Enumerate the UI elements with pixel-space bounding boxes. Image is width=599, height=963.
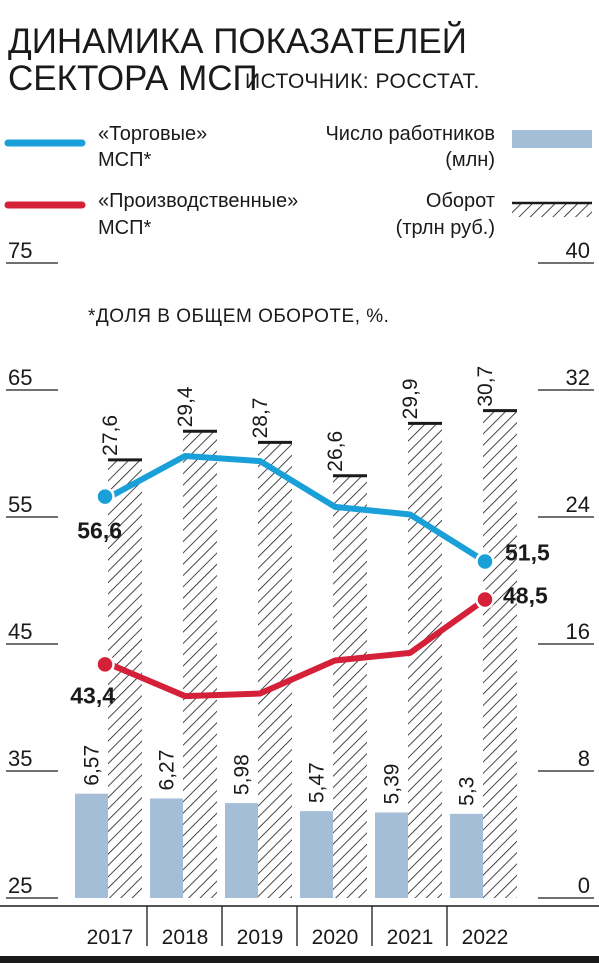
footnote: *ДОЛЯ В ОБЩЕМ ОБОРОТЕ, %. — [88, 306, 389, 327]
right-tick-label: 40 — [566, 238, 590, 263]
legend-turnover-line-2: (трлн руб.) — [396, 217, 495, 239]
legend-trade-line-1: «Торговые» — [98, 123, 207, 145]
right-tick-label: 16 — [566, 619, 590, 644]
turnover-bar — [183, 431, 217, 898]
workers-bar-label: 6,27 — [156, 750, 179, 791]
turnover-bar-label: 30,7 — [474, 366, 497, 407]
turnover-bar — [333, 475, 367, 898]
workers-bar — [450, 813, 483, 898]
right-tick-label: 8 — [578, 746, 590, 771]
production-point — [95, 654, 115, 675]
chart-title-line-2: СЕКТОРА МСП — [8, 59, 258, 98]
turnover-bar-label: 29,4 — [174, 386, 197, 427]
workers-bar — [375, 812, 408, 898]
workers-bar-label: 5,98 — [231, 754, 254, 795]
production-start-label: 43,4 — [70, 682, 115, 708]
production-point — [475, 589, 495, 610]
legend-production-line-2: МСП* — [98, 217, 151, 239]
turnover-bar — [408, 423, 442, 898]
year-label: 2018 — [162, 926, 209, 949]
trade-end-label: 51,5 — [505, 539, 550, 565]
workers-bar-label: 6,57 — [81, 745, 104, 786]
year-label: 2021 — [387, 926, 434, 949]
year-label: 2017 — [87, 926, 134, 949]
legend-workers-line-2: (млн) — [445, 149, 495, 171]
workers-bar — [300, 811, 333, 898]
year-label: 2022 — [462, 926, 509, 949]
legend-workers-line-1: Число работников — [325, 123, 495, 145]
workers-bar — [225, 803, 258, 898]
year-axis: 2017 2018 2019 2020 2021 2022 — [0, 905, 599, 963]
right-tick-label: 0 — [578, 873, 590, 898]
right-tick-label: 32 — [566, 365, 590, 390]
workers-bar — [75, 793, 108, 898]
left-tick-label: 25 — [8, 873, 32, 898]
year-label: 2020 — [312, 926, 359, 949]
trade-start-label: 56,6 — [77, 518, 122, 544]
right-tick-label: 24 — [566, 492, 590, 517]
workers-bar-label: 5,47 — [306, 762, 329, 803]
trade-line — [107, 453, 488, 565]
axes: 75 65 55 45 35 25 40 32 24 16 8 0 — [6, 238, 594, 899]
production-line — [107, 596, 488, 700]
trade-point — [95, 486, 115, 507]
workers-bar — [150, 798, 183, 898]
year-label: 2019 — [237, 926, 284, 949]
left-tick-label: 45 — [8, 619, 32, 644]
legend-swatch-workers — [512, 130, 592, 148]
legend-production-line-1: «Производственные» — [98, 190, 298, 212]
share-lines: 56,6 51,5 43,4 48,5 — [70, 453, 550, 708]
turnover-bars: 27,6 29,4 28,7 26,6 29,9 30,7 — [99, 366, 517, 898]
left-tick-label: 35 — [8, 746, 32, 771]
turnover-bar-label: 28,7 — [249, 398, 272, 439]
trade-point — [475, 551, 495, 572]
workers-bar-label: 5,39 — [381, 764, 404, 805]
left-tick-label: 55 — [8, 492, 32, 517]
bottom-rule — [0, 956, 599, 963]
workers-bar-label: 5,3 — [456, 777, 479, 806]
turnover-bar-label: 29,9 — [399, 378, 422, 419]
chart-source: ИСТОЧНИК: РОССТАТ. — [245, 70, 480, 93]
turnover-bar-label: 27,6 — [99, 415, 122, 456]
legend-swatch-turnover — [512, 201, 592, 217]
workers-bars: 6,57 6,27 5,98 5,47 5,39 5,3 — [75, 745, 483, 898]
turnover-bar-label: 26,6 — [324, 431, 347, 472]
chart-title-line-1: ДИНАМИКА ПОКАЗАТЕЛЕЙ — [8, 21, 467, 61]
turnover-bar — [483, 410, 517, 898]
turnover-bar — [258, 442, 292, 898]
legend-trade-line-2: МСП* — [98, 149, 151, 171]
legend-turnover-line-1: Оборот — [426, 190, 495, 212]
production-end-label: 48,5 — [503, 583, 548, 609]
turnover-bar — [108, 459, 142, 898]
left-tick-label: 65 — [8, 365, 32, 390]
left-tick-label: 75 — [8, 238, 32, 263]
